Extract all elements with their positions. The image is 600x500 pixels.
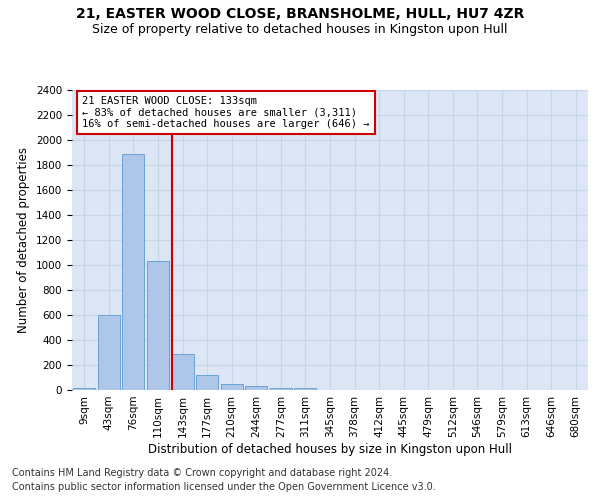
Bar xyxy=(221,384,243,390)
Text: Size of property relative to detached houses in Kingston upon Hull: Size of property relative to detached ho… xyxy=(92,22,508,36)
Text: Contains HM Land Registry data © Crown copyright and database right 2024.: Contains HM Land Registry data © Crown c… xyxy=(12,468,392,477)
Bar xyxy=(295,388,316,390)
Bar xyxy=(122,154,145,390)
Bar xyxy=(73,388,95,390)
Bar xyxy=(98,315,120,390)
Bar xyxy=(196,375,218,390)
Bar xyxy=(147,261,169,390)
Bar xyxy=(245,386,268,390)
Bar xyxy=(270,388,292,390)
Text: 21 EASTER WOOD CLOSE: 133sqm
← 83% of detached houses are smaller (3,311)
16% of: 21 EASTER WOOD CLOSE: 133sqm ← 83% of de… xyxy=(82,96,370,129)
Text: 21, EASTER WOOD CLOSE, BRANSHOLME, HULL, HU7 4ZR: 21, EASTER WOOD CLOSE, BRANSHOLME, HULL,… xyxy=(76,8,524,22)
Y-axis label: Number of detached properties: Number of detached properties xyxy=(17,147,31,333)
Bar xyxy=(172,354,194,390)
Text: Contains public sector information licensed under the Open Government Licence v3: Contains public sector information licen… xyxy=(12,482,436,492)
Text: Distribution of detached houses by size in Kingston upon Hull: Distribution of detached houses by size … xyxy=(148,442,512,456)
